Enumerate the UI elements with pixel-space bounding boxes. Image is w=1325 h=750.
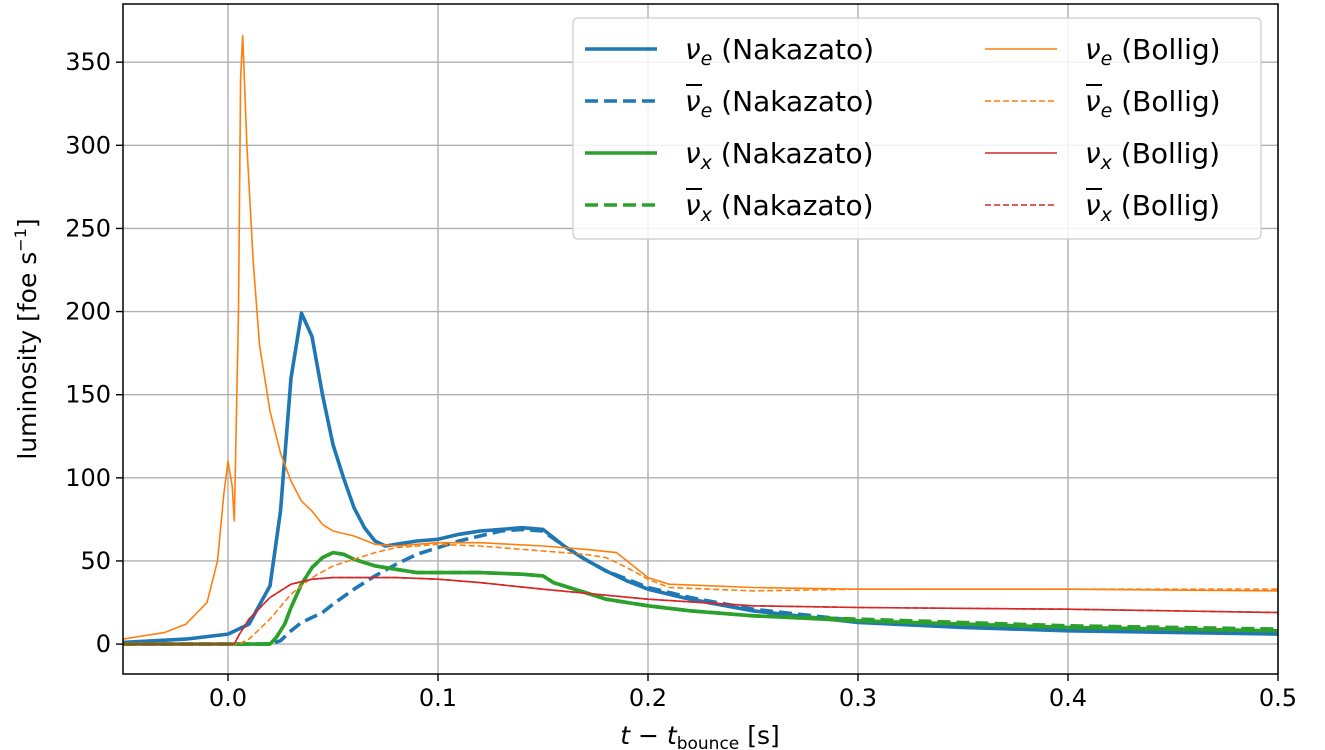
- legend-label: νe (Nakazato): [685, 33, 874, 70]
- y-axis-label: luminosity [foe s−1]: [11, 218, 42, 459]
- legend-label: νx (Nakazato): [685, 137, 874, 174]
- x-tick-label: 0.0: [209, 684, 247, 712]
- legend-item: νe (Bollig): [985, 33, 1221, 70]
- y-tick-label: 300: [65, 131, 111, 159]
- axis-ticks: 0.0 0.1 0.2 0.3 0.4 0.5 0 50 100 150 200 250 300 350: [65, 48, 1297, 712]
- y-tick-label: 100: [65, 464, 111, 492]
- x-tick-label: 0.2: [629, 684, 667, 712]
- legend-label: νe (Bollig): [1085, 85, 1221, 122]
- y-tick-label: 350: [65, 48, 111, 76]
- legend-item: νx (Bollig): [985, 188, 1220, 226]
- series-line-7: [123, 576, 1279, 645]
- y-tick-label: 0: [96, 630, 111, 658]
- x-tick-label: 0.1: [419, 684, 457, 712]
- y-tick-label: 250: [65, 214, 111, 242]
- legend-item: νx (Bollig): [985, 137, 1220, 174]
- x-tick-label: 0.3: [839, 684, 877, 712]
- series-lines: [122, 34, 1279, 646]
- legend-label: νx (Bollig): [1085, 189, 1220, 226]
- y-tick-label: 50: [80, 547, 111, 575]
- series-line-1: [123, 527, 1279, 646]
- legend-item: νx (Nakazato): [585, 188, 874, 226]
- y-tick-label: 150: [65, 381, 111, 409]
- series-line-3: [123, 550, 1279, 646]
- legend-item: νe (Bollig): [985, 84, 1221, 122]
- x-axis-label: t − tbounce [s]: [620, 721, 779, 750]
- legend-frame: [572, 17, 1262, 240]
- series-line-4: [122, 34, 1279, 640]
- legend-item: νe (Nakazato): [585, 84, 874, 122]
- legend-label: νe (Bollig): [1085, 33, 1221, 70]
- plot-frame: [122, 3, 1279, 675]
- x-tick-label: 0.4: [1049, 684, 1087, 712]
- legend-item: νe (Nakazato): [585, 33, 874, 70]
- series-line-5: [123, 543, 1278, 645]
- legend-label: νx (Nakazato): [685, 189, 874, 226]
- legend: νe (Nakazato) νe (Nakazato) νx (Nakazato) ν…: [572, 17, 1262, 240]
- y-tick-label: 200: [65, 298, 111, 326]
- legend-label: νe (Nakazato): [685, 85, 874, 122]
- legend-item: νx (Nakazato): [585, 137, 874, 174]
- legend-label: νx (Bollig): [1085, 137, 1220, 174]
- x-tick-label: 0.5: [1259, 684, 1297, 712]
